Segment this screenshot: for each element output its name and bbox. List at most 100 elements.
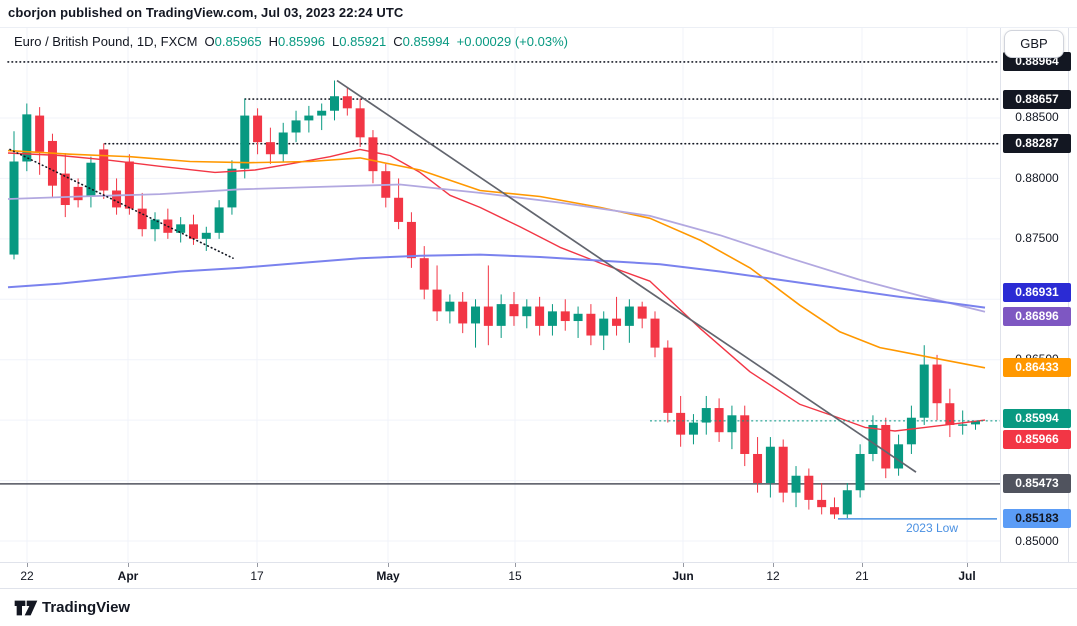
candle[interactable] (445, 294, 455, 324)
time-tick (257, 563, 258, 567)
chart-plot-area[interactable]: Euro / British Pound, 1D, FXCM O0.85965 H0… (0, 28, 1000, 562)
candle[interactable] (86, 156, 96, 208)
legend-ohlc: O0.85965 H0.85996 L0.85921 C0.85994 (198, 34, 450, 49)
candle[interactable] (483, 265, 493, 346)
candle[interactable] (637, 301, 647, 329)
candle[interactable] (906, 405, 916, 454)
candle[interactable] (612, 296, 622, 336)
candle[interactable] (176, 217, 186, 243)
ohlc-key: O (204, 34, 215, 49)
price-tag: 0.85473 (1003, 474, 1071, 494)
candle[interactable] (714, 398, 724, 442)
candle[interactable] (971, 420, 980, 430)
candle[interactable] (394, 178, 404, 230)
candle[interactable] (188, 214, 198, 245)
candle[interactable] (535, 296, 545, 336)
candle[interactable] (406, 212, 416, 268)
candle[interactable] (881, 417, 891, 479)
candle[interactable] (496, 294, 506, 338)
candle[interactable] (522, 299, 532, 329)
time-tick (27, 563, 28, 567)
candle[interactable] (701, 395, 711, 435)
candle[interactable] (342, 87, 352, 116)
candle[interactable] (22, 103, 32, 172)
candle[interactable] (547, 304, 557, 336)
candle[interactable] (599, 311, 609, 351)
candle[interactable] (624, 299, 634, 343)
candle[interactable] (842, 482, 852, 519)
price-axis[interactable]: 0.885000.880000.875000.865000.850000.889… (1000, 28, 1077, 562)
time-tick (128, 563, 129, 567)
candle[interactable] (650, 311, 660, 358)
candle[interactable] (150, 212, 160, 242)
candle[interactable] (663, 340, 673, 423)
candle[interactable] (778, 439, 788, 503)
candle[interactable] (855, 444, 865, 498)
candle[interactable] (60, 153, 70, 218)
candle[interactable] (432, 265, 442, 322)
candle[interactable] (124, 154, 134, 215)
price-tag: 0.85966 (1003, 429, 1071, 449)
legend-change: +0.00029 (+0.03%) (456, 34, 568, 49)
candle[interactable] (47, 133, 57, 198)
candle[interactable] (227, 160, 237, 215)
candle[interactable] (304, 105, 314, 133)
candle[interactable] (727, 405, 737, 450)
time-label: 17 (250, 569, 264, 583)
candle[interactable] (919, 345, 929, 425)
time-tick (683, 563, 684, 567)
candle[interactable] (355, 98, 365, 147)
footer-bar: TradingView (0, 588, 1077, 626)
time-axis[interactable]: 22 Apr 17 May 15 Jun 12 21 Jul (0, 562, 1077, 589)
dotted-trendline[interactable] (9, 148, 234, 259)
candle[interactable] (753, 437, 763, 493)
ohlc-key: C (393, 34, 403, 49)
descending-trendline[interactable] (336, 79, 917, 473)
candle[interactable] (265, 127, 275, 164)
candle[interactable] (278, 122, 288, 162)
candle[interactable] (240, 98, 250, 179)
candle[interactable] (137, 192, 147, 237)
candle[interactable] (868, 415, 878, 462)
currency-toggle-button[interactable]: GBP (1004, 30, 1064, 58)
candle[interactable] (586, 304, 596, 346)
candle[interactable] (676, 395, 686, 447)
time-label: 22 (20, 569, 34, 583)
candle[interactable] (560, 299, 570, 331)
candle[interactable] (791, 466, 801, 508)
tradingview-brand-text[interactable]: TradingView (42, 599, 131, 616)
candle[interactable] (740, 405, 750, 467)
candle[interactable] (419, 246, 429, 300)
candle[interactable] (471, 299, 481, 348)
ma-slow-purple (7, 183, 986, 313)
candle[interactable] (99, 143, 109, 199)
price-tag: 0.88657 (1003, 89, 1071, 109)
symbol-title[interactable]: Euro / British Pound, 1D, FXCM (14, 34, 198, 49)
candle[interactable] (573, 306, 583, 338)
candle[interactable] (817, 482, 827, 515)
time-label: 21 (855, 569, 869, 583)
price-tag: 0.86433 (1003, 358, 1071, 378)
ma-long-blue (7, 253, 986, 309)
candle[interactable] (458, 292, 468, 334)
candle[interactable] (509, 292, 519, 326)
candle[interactable] (201, 226, 211, 251)
candle[interactable] (765, 437, 775, 498)
candle[interactable] (945, 388, 955, 438)
candle[interactable] (291, 110, 301, 143)
candle[interactable] (688, 414, 698, 445)
candle[interactable] (829, 497, 839, 519)
candle[interactable] (163, 208, 173, 239)
price-tag: 0.86931 (1003, 283, 1071, 303)
candle[interactable] (330, 80, 339, 121)
candle[interactable] (368, 130, 378, 184)
candle[interactable] (112, 178, 122, 215)
tradingview-logo-icon[interactable] (14, 600, 38, 616)
candle[interactable] (932, 354, 942, 421)
candle[interactable] (804, 468, 814, 510)
candle[interactable] (317, 103, 327, 131)
candle[interactable] (253, 108, 263, 155)
candle[interactable] (894, 434, 904, 476)
candle[interactable] (214, 200, 224, 239)
chart-legend[interactable]: Euro / British Pound, 1D, FXCM O0.85965 H0… (14, 34, 568, 49)
